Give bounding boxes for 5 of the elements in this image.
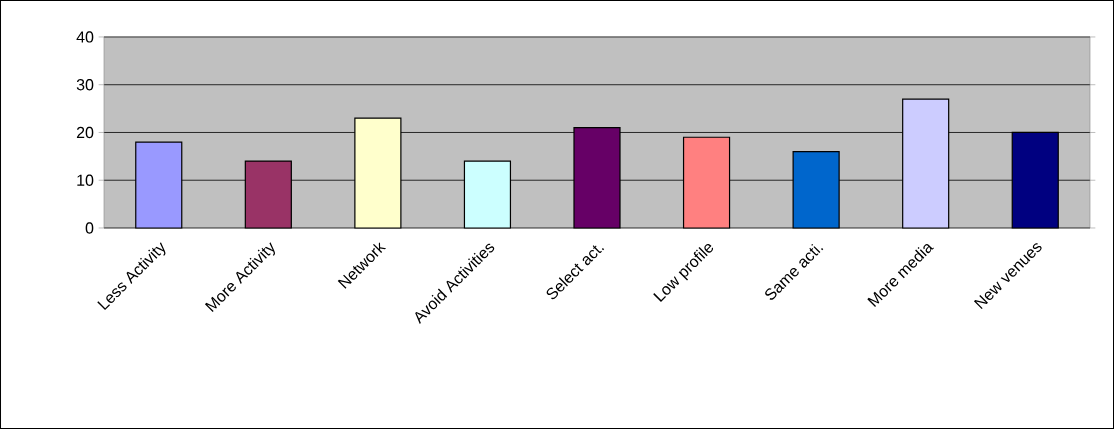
y-tick-label: 40 bbox=[76, 31, 94, 43]
y-tick-label: 0 bbox=[85, 222, 94, 234]
y-tick-label: 30 bbox=[76, 79, 94, 91]
y-tick-label: 10 bbox=[77, 174, 94, 186]
y-tick-label: 20 bbox=[76, 126, 94, 139]
